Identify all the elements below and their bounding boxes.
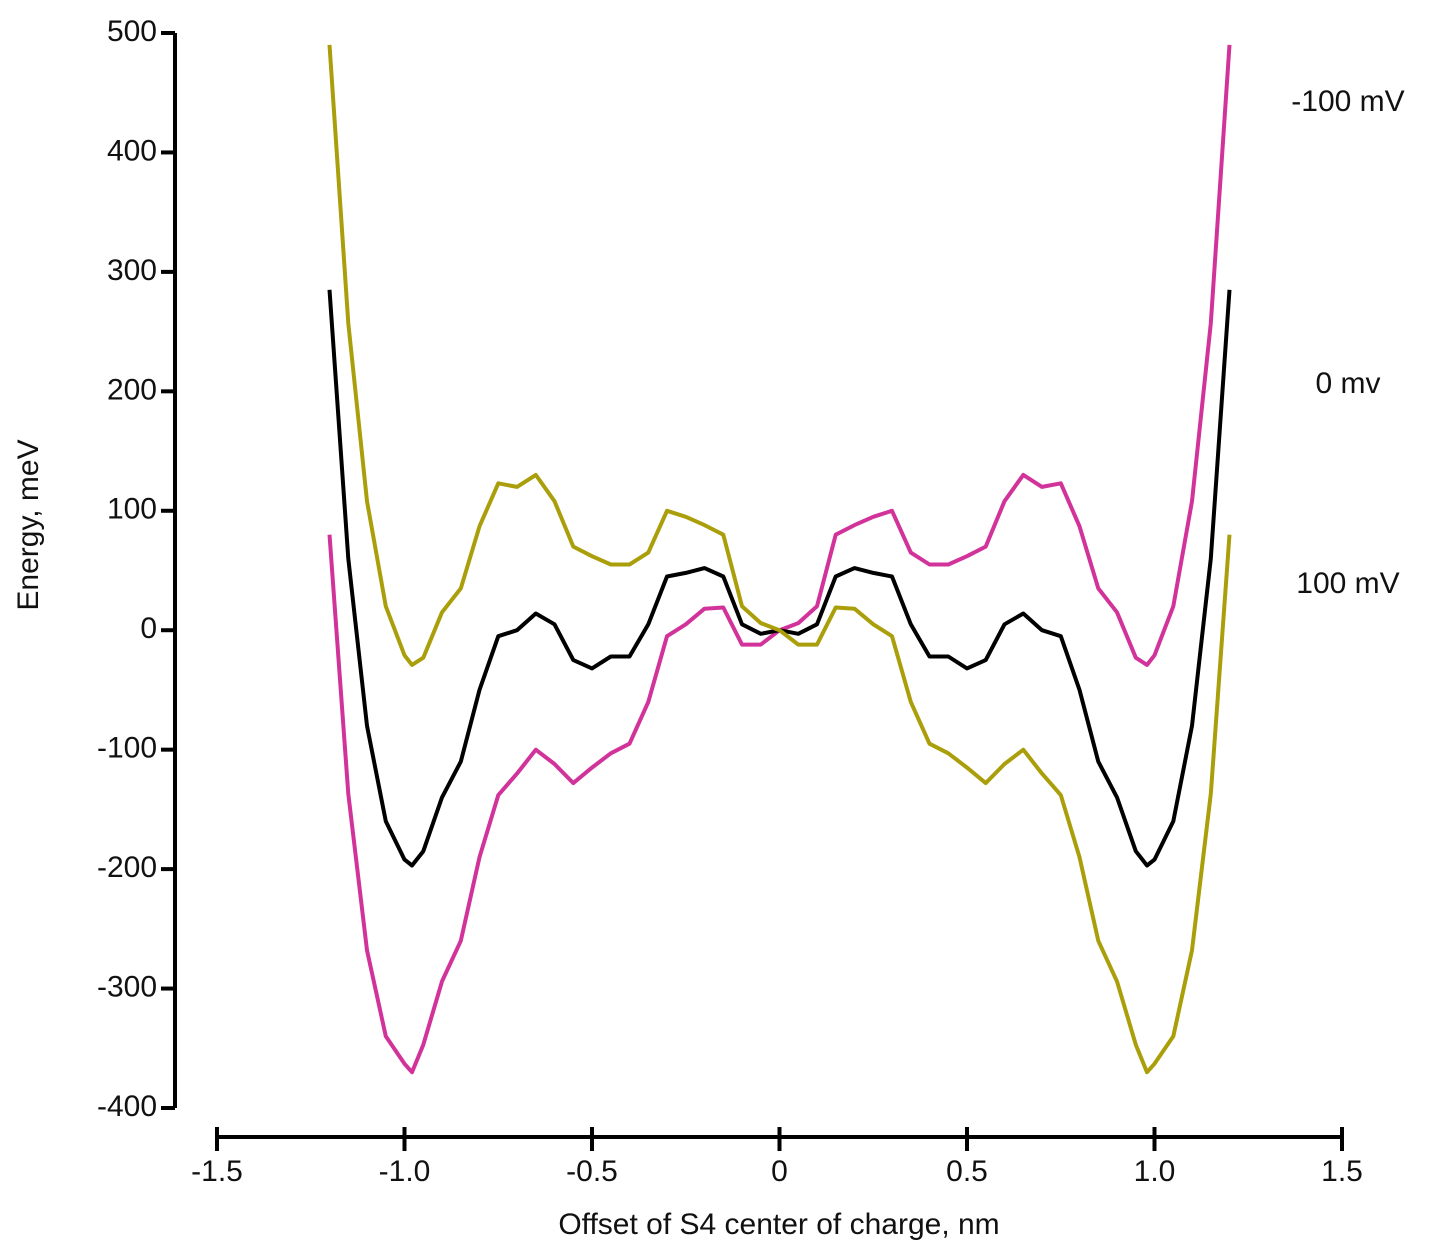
y-tick-label: -100 [97,732,157,765]
y-tick-label: -200 [97,851,157,884]
y-tick-label: 100 [107,493,157,526]
x-axis-label: Offset of S4 center of charge, nm [558,1208,999,1241]
series-line [327,44,1232,1075]
y-tick-label: -400 [97,1090,157,1123]
y-tick-label: 0 [140,612,157,645]
series-label: -100 mV [1291,85,1404,118]
y-tick-label: 300 [107,254,157,287]
x-tick-label: -0.5 [566,1155,618,1188]
y-tick-label: 200 [107,373,157,406]
y-tick-label: 400 [107,134,157,167]
series-label: 0 mv [1315,367,1380,400]
y-tick-label: -300 [97,970,157,1003]
x-tick-label: 0 [771,1155,788,1188]
y-axis-label: Energy, meV [12,439,45,610]
x-tick-label: 1.0 [1134,1155,1176,1188]
x-tick-label: -1.0 [379,1155,431,1188]
series-label: 100 mV [1296,567,1399,600]
y-tick-label: 500 [107,15,157,48]
x-tick-label: 1.5 [1321,1155,1363,1188]
x-tick-label: -1.5 [191,1155,243,1188]
x-tick-label: 0.5 [946,1155,988,1188]
